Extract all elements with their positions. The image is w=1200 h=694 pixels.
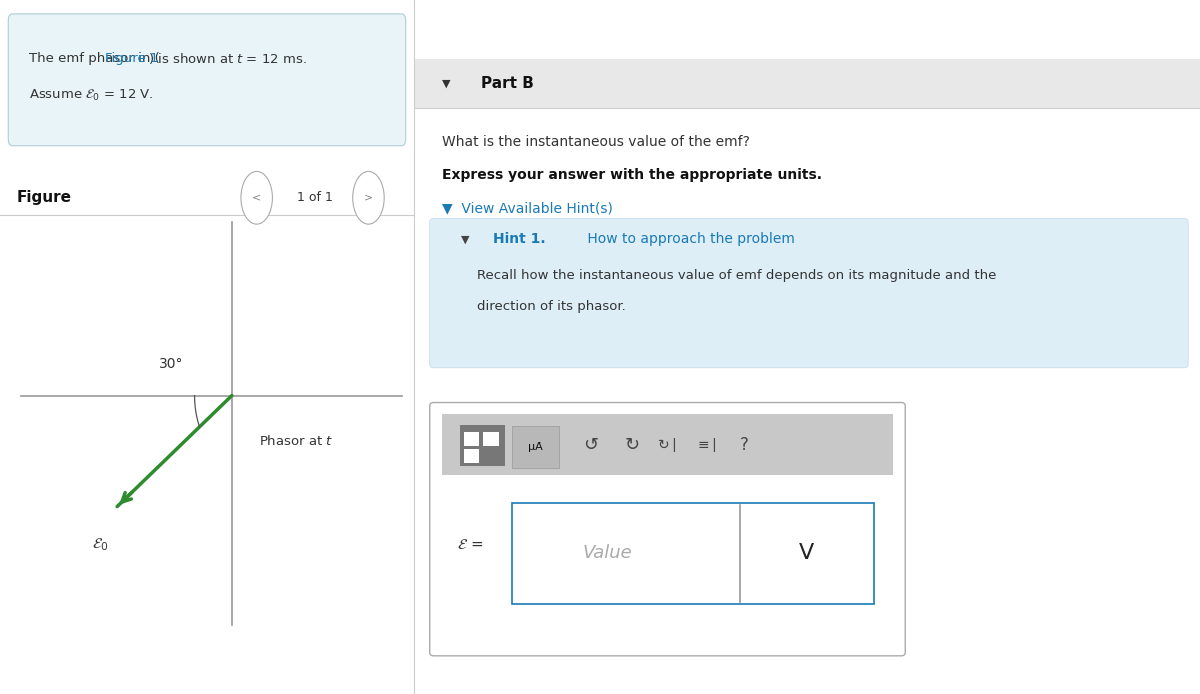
Circle shape [353,171,384,224]
Text: How to approach the problem: How to approach the problem [583,232,794,246]
Text: Part B: Part B [481,76,534,91]
Text: Recall how the instantaneous value of emf depends on its magnitude and the: Recall how the instantaneous value of em… [476,269,996,282]
Bar [460,425,505,466]
Text: ?: ? [739,436,749,454]
Text: ▼: ▼ [461,235,469,244]
Text: Value: Value [583,544,632,562]
Text: ↻: ↻ [625,436,640,454]
Text: V: V [799,543,815,563]
Text: 30°: 30° [160,357,184,371]
Text: ≡❘: ≡❘ [697,438,720,452]
FancyBboxPatch shape [430,219,1188,368]
FancyBboxPatch shape [512,503,874,604]
Text: μȦ: μȦ [528,442,544,452]
Text: Phasor at $t$: Phasor at $t$ [259,434,334,448]
FancyBboxPatch shape [430,403,905,656]
Text: <: < [252,193,262,203]
Text: Figure 1: Figure 1 [104,52,158,65]
Text: Express your answer with the appropriate units.: Express your answer with the appropriate… [442,168,822,182]
FancyBboxPatch shape [8,14,406,146]
Bar [463,432,479,446]
Bar [442,414,894,475]
Bar [484,449,499,463]
Text: Hint 1.: Hint 1. [492,232,545,246]
Bar [512,426,559,468]
Text: ▼  View Available Hint(s): ▼ View Available Hint(s) [442,201,612,215]
Text: direction of its phasor.: direction of its phasor. [476,301,625,313]
Text: ↺: ↺ [583,436,599,454]
Circle shape [241,171,272,224]
Text: 1 of 1: 1 of 1 [296,192,332,204]
Bar [414,59,1200,108]
Bar [463,449,479,463]
Text: What is the instantaneous value of the emf?: What is the instantaneous value of the e… [442,135,749,149]
Text: Figure: Figure [17,190,72,205]
Text: ) is shown at $t$ = 12 ms.: ) is shown at $t$ = 12 ms. [149,51,307,66]
Text: $\mathcal{E}_0$: $\mathcal{E}_0$ [92,536,109,553]
Text: The emf phasor in (: The emf phasor in ( [29,52,160,65]
Text: ↻❘: ↻❘ [658,438,682,452]
Text: ▼: ▼ [442,78,450,88]
Bar [484,432,499,446]
Text: $\mathcal{E}$ =: $\mathcal{E}$ = [457,537,484,552]
Text: >: > [364,193,373,203]
Text: Assume $\mathcal{E}_0$ = 12 V.: Assume $\mathcal{E}_0$ = 12 V. [29,88,154,103]
